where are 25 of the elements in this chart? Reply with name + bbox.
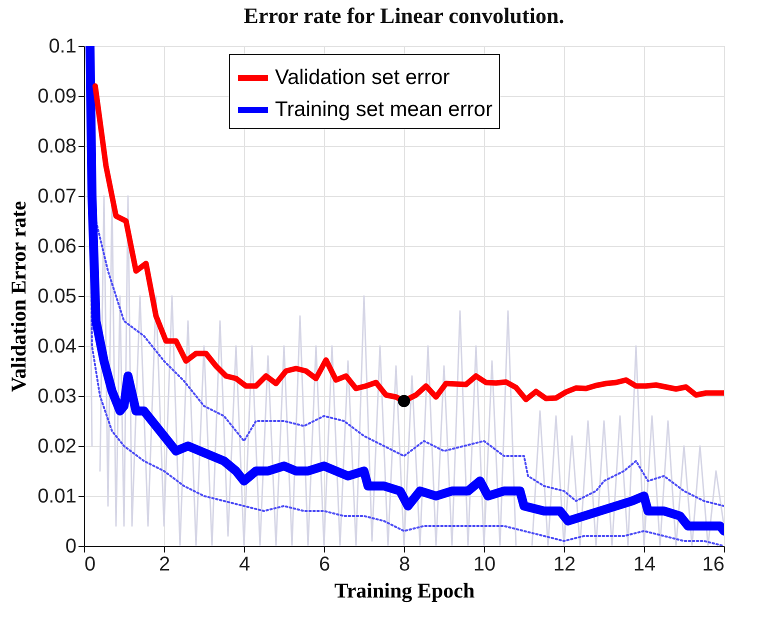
y-tick-label: 0.03 — [38, 386, 76, 408]
x-tick-label: 2 — [158, 554, 170, 576]
y-tick-label: 0.01 — [38, 486, 76, 508]
y-tick-label: 0.09 — [38, 86, 76, 108]
y-tick-label: 0.08 — [38, 136, 76, 158]
x-tick-label: 8 — [398, 554, 410, 576]
y-tick-label: 0.07 — [38, 186, 76, 208]
chart-title: Error rate for Linear convolution. — [244, 3, 564, 28]
y-tick-label: 0 — [65, 536, 76, 558]
x-tick-label: 4 — [238, 554, 250, 576]
x-tick-label: 16 — [702, 554, 724, 576]
y-tick-label: 0.06 — [38, 236, 76, 258]
x-tick-label: 6 — [318, 554, 330, 576]
legend-label: Validation set error — [275, 66, 450, 89]
y-tick-label: 0.1 — [48, 36, 76, 58]
y-tick-label: 0.05 — [38, 286, 76, 308]
x-tick-label: 10 — [473, 554, 496, 576]
x-tick-label: 12 — [553, 554, 576, 576]
x-tick-label: 0 — [84, 554, 96, 576]
y-axis-title: Validation Error rate — [6, 201, 31, 392]
x-axis-title: Training Epoch — [334, 578, 475, 602]
x-tick-label: 14 — [633, 554, 656, 576]
y-tick-label: 0.04 — [38, 336, 76, 358]
y-tick-label: 0.02 — [38, 436, 76, 458]
legend-label: Training set mean error — [275, 98, 492, 121]
